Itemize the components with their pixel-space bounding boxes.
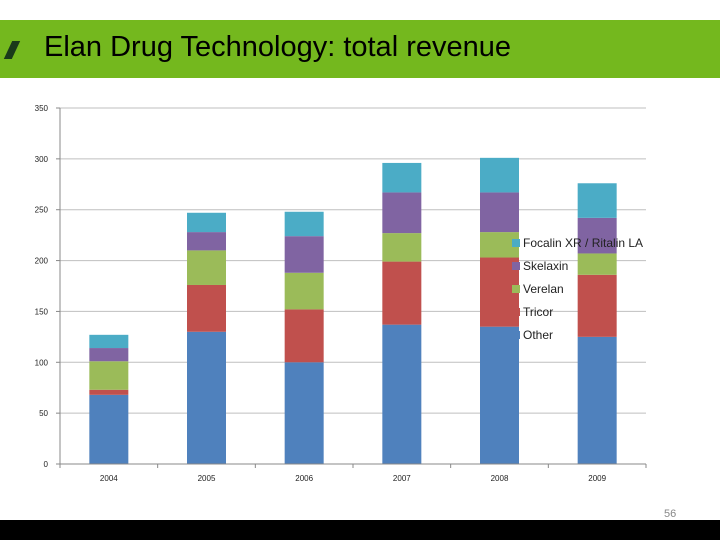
title-bar (0, 20, 720, 78)
bar-segment-skelaxin-2004 (89, 348, 129, 362)
bar-segment-focalin-xr-ritalin-la-2008 (480, 157, 519, 193)
bar-segment-skelaxin-2006 (284, 236, 324, 273)
y-tick-label: 250 (35, 206, 49, 215)
bar-segment-verelan-2009 (577, 253, 617, 275)
legend-item: Verelan (512, 282, 564, 296)
legend-swatch (512, 308, 520, 316)
legend-label: Focalin XR / Ritalin LA (523, 236, 643, 250)
legend-swatch (512, 285, 520, 293)
legend-label: Skelaxin (523, 259, 568, 273)
x-tick-label: 2004 (100, 474, 118, 483)
bar-segment-skelaxin-2009 (577, 217, 617, 254)
x-tick-label: 2009 (588, 474, 606, 483)
x-tick-label: 2007 (393, 474, 411, 483)
bar-segment-focalin-xr-ritalin-la-2007 (382, 162, 422, 193)
bar-segment-other-2005 (187, 331, 226, 464)
bar-segment-focalin-xr-ritalin-la-2005 (187, 212, 226, 233)
legend: Focalin XR / Ritalin LA Skelaxin Verelan Tr… (512, 236, 643, 342)
legend-item: Tricor (512, 305, 553, 319)
y-tick-label: 0 (44, 460, 49, 469)
y-tick-label: 150 (35, 307, 49, 316)
legend-swatch (512, 331, 520, 339)
bar-segment-verelan-2004 (89, 361, 129, 390)
y-tick-label: 350 (35, 104, 49, 113)
legend-item: Focalin XR / Ritalin LA (512, 236, 643, 250)
page-number: 56 (664, 508, 677, 520)
legend-item: Skelaxin (512, 259, 568, 273)
bar-segment-focalin-xr-ritalin-la-2006 (284, 211, 324, 237)
bar-segment-skelaxin-2005 (187, 232, 226, 251)
bar-segment-skelaxin-2008 (480, 192, 519, 233)
x-tick-label: 2005 (198, 474, 216, 483)
y-tick-label: 100 (35, 358, 49, 367)
bar-segment-tricor-2006 (284, 309, 324, 363)
legend-item: Other (512, 328, 553, 342)
legend-swatch (512, 239, 520, 247)
bar-segment-verelan-2006 (284, 272, 324, 310)
bar-segment-verelan-2005 (187, 250, 226, 285)
y-tick-label: 50 (39, 409, 48, 418)
slide: Elan Drug Technology: total revenue 0 50 1… (0, 0, 720, 520)
bar-segment-tricor-2004 (89, 389, 129, 395)
legend-swatch (512, 262, 520, 270)
x-tick-label: 2008 (491, 474, 509, 483)
bar-segment-tricor-2007 (382, 261, 422, 325)
bar-segment-focalin-xr-ritalin-la-2009 (577, 183, 617, 218)
bar-segment-other-2008 (480, 326, 519, 464)
bar-segment-other-2009 (577, 336, 617, 464)
bar-segment-skelaxin-2007 (382, 192, 422, 234)
slide-title: Elan Drug Technology: total revenue (44, 31, 511, 63)
y-tick-label: 200 (35, 257, 49, 266)
bar-segment-focalin-xr-ritalin-la-2004 (89, 334, 129, 349)
y-tick-label: 300 (35, 155, 49, 164)
legend-label: Tricor (523, 305, 553, 319)
bar-segment-tricor-2009 (577, 274, 617, 337)
x-axis: 2004 2005 2006 2007 2008 2009 (59, 463, 647, 483)
bar-segment-tricor-2005 (187, 284, 226, 332)
x-tick-label: 2006 (295, 474, 313, 483)
bar-segment-other-2007 (382, 324, 422, 464)
bottom-strip (0, 520, 720, 540)
bars (89, 157, 617, 464)
bar-segment-verelan-2007 (382, 233, 422, 262)
y-axis: 0 50 100 150 200 250 300 350 (35, 104, 61, 469)
legend-label: Verelan (523, 282, 564, 296)
bar-segment-other-2004 (89, 394, 129, 464)
legend-label: Other (523, 328, 553, 342)
bar-segment-other-2006 (284, 362, 324, 464)
